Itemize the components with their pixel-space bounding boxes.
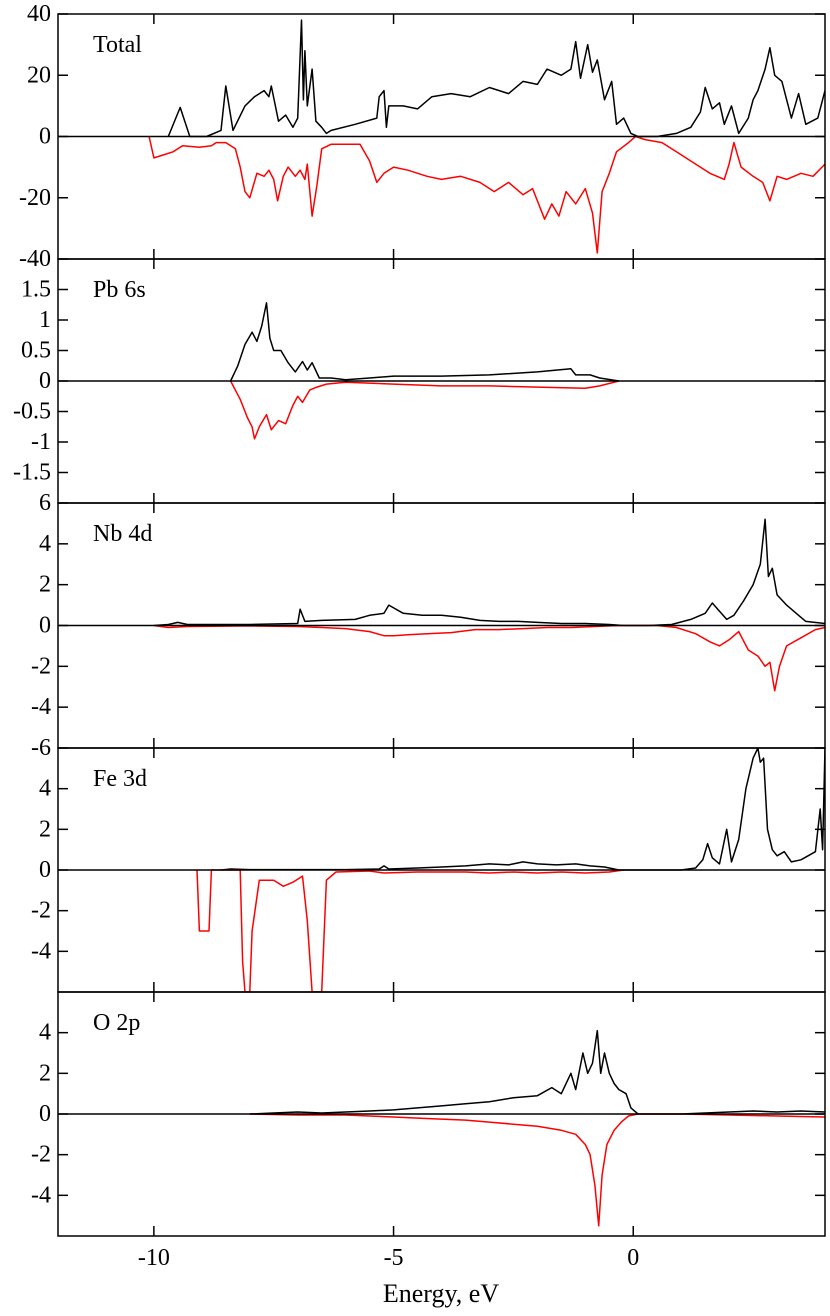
y-tick-label-fe-3d: 2 — [39, 816, 51, 842]
panel-label-nb-4d: Nb 4d — [93, 521, 152, 547]
x-tick-labels: -10 -5 0 — [138, 1245, 639, 1271]
y-tick-label-total: 20 — [27, 62, 51, 88]
y-tick-label-o-2p: 2 — [39, 1060, 51, 1086]
y-tick-label-pb-6s: 1.5 — [21, 277, 51, 303]
y-tick-label-pb-6s: 0.5 — [21, 338, 51, 364]
y-tick-label-o-2p: -4 — [31, 1182, 51, 1208]
y-tick-label-nb-4d: 0 — [39, 613, 51, 639]
panel-label-o-2p: O 2p — [93, 1010, 140, 1036]
panel-label-fe-3d: Fe 3d — [93, 766, 147, 792]
panel-total: -40 -20 0 20 40 Total — [19, 1, 826, 272]
panel-o-2p: -4 -2 0 2 4 O 2p — [31, 991, 826, 1237]
y-tick-label-pb-6s: 1 — [39, 307, 51, 333]
spin-up-line-nb-4d — [153, 518, 825, 627]
y-tick-label-nb-4d: -6 — [31, 735, 51, 761]
spin-down-line-fe-3d — [196, 869, 624, 992]
y-tick-label-fe-3d: -4 — [31, 938, 51, 964]
panel-label-pb-6s: Pb 6s — [93, 277, 146, 303]
spin-down-line-total — [148, 135, 825, 254]
y-tick-label-fe-3d: -2 — [31, 898, 51, 924]
x-axis-title: Energy, eV — [383, 1279, 499, 1308]
y-tick-label-o-2p: 4 — [39, 1020, 51, 1046]
y-tick-label-nb-4d: 6 — [39, 490, 51, 516]
y-tick-label-fe-3d: 0 — [39, 857, 51, 883]
panel-label-total: Total — [93, 32, 142, 58]
y-tick-label-total: -20 — [19, 185, 51, 211]
y-tick-label-nb-4d: 2 — [39, 572, 51, 598]
x-tick-label: -10 — [138, 1245, 170, 1271]
y-tick-label-nb-4d: -2 — [31, 653, 51, 679]
panel-nb-4d: -6 -4 -2 0 2 4 6 Nb 4d — [31, 490, 826, 761]
y-tick-label-o-2p: 0 — [39, 1101, 51, 1127]
spin-up-line-fe-3d — [220, 748, 825, 871]
y-tick-label-pb-6s: -0.5 — [13, 399, 51, 425]
spin-down-line-o-2p — [249, 1113, 825, 1227]
x-tick-label: 0 — [627, 1245, 639, 1271]
spin-down-line-nb-4d — [153, 624, 825, 692]
y-tick-label-total: -40 — [19, 246, 51, 272]
panel-fe-3d: -4 -2 0 2 4 Fe 3d — [31, 747, 826, 993]
panel-pb-6s: -1.5 -1 -0.5 0 0.5 1 1.5 Pb 6s — [13, 258, 826, 504]
y-tick-label-nb-4d: 4 — [39, 531, 51, 557]
y-tick-label-pb-6s: -1 — [31, 429, 51, 455]
y-tick-label-pb-6s: 0 — [39, 368, 51, 394]
spin-down-line-pb-6s — [229, 380, 620, 440]
y-tick-label-total: 40 — [27, 1, 51, 27]
y-tick-label-nb-4d: -4 — [31, 694, 51, 720]
spin-up-line-pb-6s — [229, 302, 620, 382]
y-tick-label-fe-3d: 4 — [39, 776, 51, 802]
spin-up-line-o-2p — [249, 1029, 825, 1115]
y-tick-label-total: 0 — [39, 124, 51, 150]
x-tick-label: -5 — [384, 1245, 404, 1271]
spin-up-line-total — [167, 19, 825, 138]
y-tick-label-pb-6s: -1.5 — [13, 460, 51, 486]
y-tick-label-o-2p: -2 — [31, 1142, 51, 1168]
